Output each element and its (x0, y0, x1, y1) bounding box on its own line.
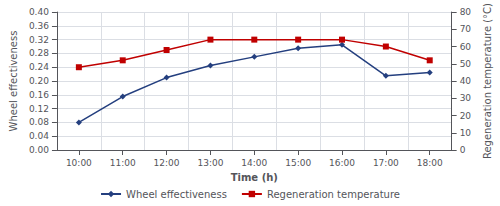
svg-text:10:00: 10:00 (66, 158, 92, 168)
svg-text:Wheel effectiveness: Wheel effectiveness (126, 189, 227, 200)
svg-text:0.04: 0.04 (29, 131, 49, 141)
svg-text:50: 50 (460, 59, 472, 69)
svg-text:17:00: 17:00 (373, 158, 399, 168)
svg-text:13:00: 13:00 (197, 158, 223, 168)
svg-text:Regeneration temperature: Regeneration temperature (267, 189, 400, 200)
svg-text:Regeneration temperature (°C): Regeneration temperature (°C) (482, 3, 493, 159)
svg-text:0.36: 0.36 (29, 21, 49, 31)
svg-text:70: 70 (460, 24, 472, 34)
svg-text:Wheel effectiveness: Wheel effectiveness (8, 31, 19, 132)
svg-text:16:00: 16:00 (329, 158, 355, 168)
svg-text:80: 80 (460, 7, 472, 17)
svg-text:0.20: 0.20 (29, 76, 49, 86)
svg-text:14:00: 14:00 (241, 158, 267, 168)
svg-text:60: 60 (460, 42, 472, 52)
svg-text:12:00: 12:00 (154, 158, 180, 168)
svg-text:0.24: 0.24 (29, 62, 49, 72)
svg-text:0.12: 0.12 (29, 104, 49, 114)
svg-text:10: 10 (460, 128, 472, 138)
svg-text:0.00: 0.00 (29, 145, 49, 155)
svg-text:40: 40 (460, 76, 472, 86)
svg-text:Time (h): Time (h) (231, 172, 278, 183)
svg-text:0.32: 0.32 (29, 35, 49, 45)
svg-text:11:00: 11:00 (110, 158, 136, 168)
svg-text:0.40: 0.40 (29, 7, 49, 17)
svg-text:0.16: 0.16 (29, 90, 49, 100)
svg-text:0: 0 (460, 145, 466, 155)
svg-text:15:00: 15:00 (285, 158, 311, 168)
svg-text:30: 30 (460, 93, 472, 103)
svg-text:18:00: 18:00 (417, 158, 443, 168)
svg-text:0.28: 0.28 (29, 48, 49, 58)
svg-text:0.08: 0.08 (29, 117, 49, 127)
svg-text:20: 20 (460, 111, 472, 121)
